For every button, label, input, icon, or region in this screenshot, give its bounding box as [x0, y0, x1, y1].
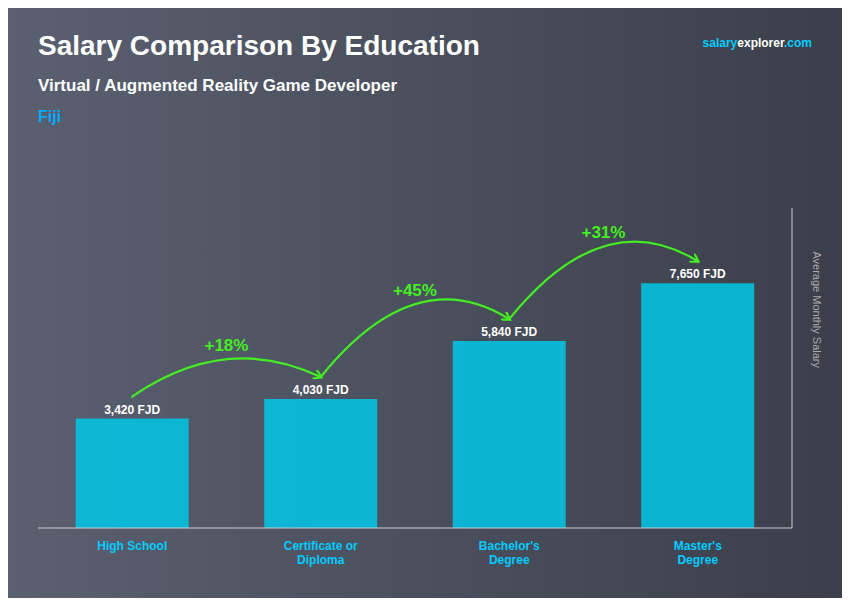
svg-text:5,840 FJD: 5,840 FJD: [481, 325, 537, 339]
html-text:Virtual / Augmented Reality Ga: Virtual / Augmented Reality Game Develop…: [38, 76, 397, 95]
html-text:Salary Comparison By Education: Salary Comparison By Education: [38, 30, 480, 61]
svg-text:7,650 FJD: 7,650 FJD: [670, 267, 726, 281]
html-text:Fiji: Fiji: [38, 108, 62, 125]
svg-text:+18%: +18%: [204, 336, 248, 355]
svg-text:High School: High School: [97, 539, 167, 553]
html-text:salary explorer.com: salary explorer.com: [702, 36, 812, 50]
svg-text:+45%: +45%: [393, 281, 437, 300]
svg-text:4,030 FJD: 4,030 FJD: [293, 383, 349, 397]
svg-text:Bachelor'sDegree: Bachelor'sDegree: [479, 539, 540, 567]
svg-text:Average Monthly Salary: Average Monthly Salary: [811, 251, 823, 368]
svg-text:3,420 FJD: 3,420 FJD: [104, 403, 160, 417]
svg-text:+31%: +31%: [581, 223, 625, 242]
svg-text:Master'sDegree: Master'sDegree: [674, 539, 723, 567]
svg-text:Certificate orDiploma: Certificate orDiploma: [284, 539, 358, 567]
